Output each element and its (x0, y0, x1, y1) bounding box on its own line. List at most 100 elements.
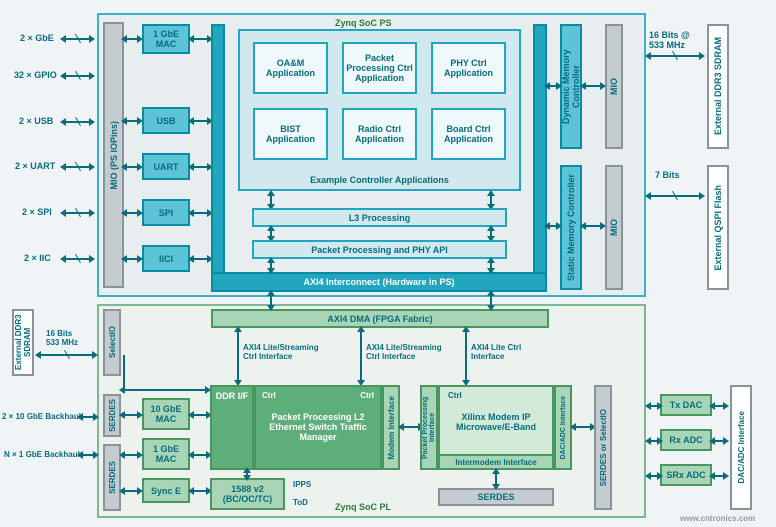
gbe-mac: 1 GbE MAC (142, 24, 190, 54)
ext-gbe: 2 × GbE (20, 33, 54, 43)
apps-container-label: Example Controller Applications (310, 175, 449, 185)
arr-iic (126, 258, 138, 260)
serdes-bot: SERDES (438, 488, 554, 506)
axi4l3: AXI4 Lite Ctrl Interface (471, 343, 531, 361)
arr-apps2 (490, 195, 492, 205)
dacadc-if-label: DAC/ADC Interface (560, 396, 567, 459)
mio1: MIO (605, 24, 623, 149)
modem-if-label: Modem Interface (387, 396, 396, 460)
mio1-label: MIO (609, 78, 619, 95)
usb-block: USB (142, 107, 190, 134)
xilinx-ctrl: Ctrl (442, 391, 550, 400)
arr-uart (126, 166, 138, 168)
arr-ddrif (124, 389, 206, 391)
ddr3-bits: 16 Bits @ 533 MHz (649, 30, 704, 50)
arr-rxadc2 (714, 440, 724, 442)
arr-mio2 (585, 225, 601, 227)
pktproc-label: Packet Processing L2 Ethernet Switch Tra… (258, 412, 378, 442)
arr-rxadc (650, 440, 658, 442)
ext-usb: 2 × USB (19, 116, 53, 126)
dyn-mem: Dynamic Memory Controller (560, 24, 582, 149)
synce: Sync E (142, 478, 190, 503)
arr-dma2 (490, 295, 492, 306)
bh10: 2 × 10 GbE Backhaul (2, 412, 81, 421)
mio2-label: MIO (609, 219, 619, 236)
arr-pkb (490, 262, 492, 269)
ext-spi: 2 × SPI (22, 207, 52, 217)
arr-pka (270, 262, 272, 269)
arr-txdac2 (714, 405, 724, 407)
app-phy: PHY Ctrl Application (431, 42, 506, 94)
txdac: Tx DAC (660, 394, 712, 416)
arr-txdac (650, 405, 658, 407)
arr-dyn (549, 85, 557, 87)
ctrl-r: Ctrl (360, 391, 374, 400)
arr-ctrl-m (360, 331, 362, 381)
ext-qspi-label: External QSPI Flash (713, 185, 723, 271)
arr-bh1 (82, 454, 94, 456)
arr-sync2 (193, 490, 207, 492)
ps-title: Zynq SoC PS (335, 18, 392, 28)
arr-usb2 (193, 120, 208, 122)
arr-srdbot (495, 473, 497, 485)
serdes1-label: SERDES (108, 399, 117, 432)
ddrif: DDR I/F (210, 385, 254, 470)
arr-srxadc2 (714, 475, 724, 477)
bh1: N × 1 GbE Backhaul (4, 450, 80, 459)
l3-bar: L3 Processing (252, 208, 507, 227)
spi-block: SPI (142, 199, 190, 226)
arr-mac2 (193, 38, 208, 40)
tod: ToD (293, 498, 308, 507)
axi4-right (533, 24, 547, 292)
pktapi-bar: Packet Processing and PHY API (252, 240, 507, 259)
arr-ctrl-r (465, 331, 467, 381)
iic-block: IICI (142, 245, 190, 272)
arr-m10a (124, 414, 138, 416)
arr-1588 (246, 472, 248, 476)
axi4-dma: AXI4 DMA (FPGA Fabric) (211, 309, 549, 328)
serdes-sel: SERDES or SelectIO (594, 385, 612, 510)
qspi-bits: 7 Bits (655, 170, 680, 180)
watermark: www.cntronics.com (680, 514, 755, 523)
arr-spi2 (193, 212, 208, 214)
ext-ddr3-r: External DDR3 SDRAM (707, 24, 729, 149)
mio-col: MIO (PS IOPins) (103, 22, 124, 288)
mac1: 1 GbE MAC (142, 438, 190, 470)
arr-sync (124, 490, 138, 492)
serdes2-label: SERDES (108, 461, 117, 494)
ieee1588: 1588 v2 (BC/OC/TC) (210, 478, 285, 510)
app-board: Board Ctrl Application (431, 108, 506, 160)
ext-ddr3-l-label: External DDR3 SDRAM (14, 313, 32, 372)
arr-srxadc (650, 475, 658, 477)
arr-dma1 (270, 295, 272, 306)
ipps: IPPS (293, 480, 311, 489)
ctrl-l: Ctrl (262, 391, 276, 400)
pktif-label: Packet Processing Interface (422, 389, 436, 466)
mio-label: MIO (PS IOPins) (109, 121, 119, 190)
axi4-bottom: AXI4 Interconnect (Hardware in PS) (211, 272, 547, 292)
ext-ddr3-l: External DDR3 SDRAM (12, 309, 34, 376)
stat-mem: Static Memory Controller (560, 165, 582, 290)
srxadc: SRx ADC (660, 464, 712, 486)
arr-dacif (575, 426, 591, 428)
arr-mio1 (585, 85, 601, 87)
arr-m1b (193, 454, 207, 456)
pktif: Packet Processing Interface (420, 385, 438, 470)
arr-stat (549, 225, 557, 227)
arr-modem (403, 426, 419, 428)
serdes-sel-label: SERDES or SelectIO (599, 409, 608, 486)
dyn-mem-label: Dynamic Memory Controller (561, 28, 581, 145)
arr-usb (126, 120, 138, 122)
axi4l1: AXI4 Lite/Streaming Ctrl Interface (243, 343, 333, 361)
xilinx-label: Xilinx Modem IP Microwave/E-Band (442, 412, 550, 432)
arr-m10b (193, 414, 207, 416)
arr-iic2 (193, 258, 208, 260)
arr-mac (126, 38, 138, 40)
arr-apps1 (270, 195, 272, 205)
axi4-left (211, 24, 225, 292)
arr-ctrl-l (237, 331, 239, 381)
app-radio: Radio Ctrl Application (342, 108, 417, 160)
arr-uart2 (193, 166, 208, 168)
pl-title: Zynq SoC PL (335, 502, 391, 512)
rxadc: Rx ADC (660, 429, 712, 451)
